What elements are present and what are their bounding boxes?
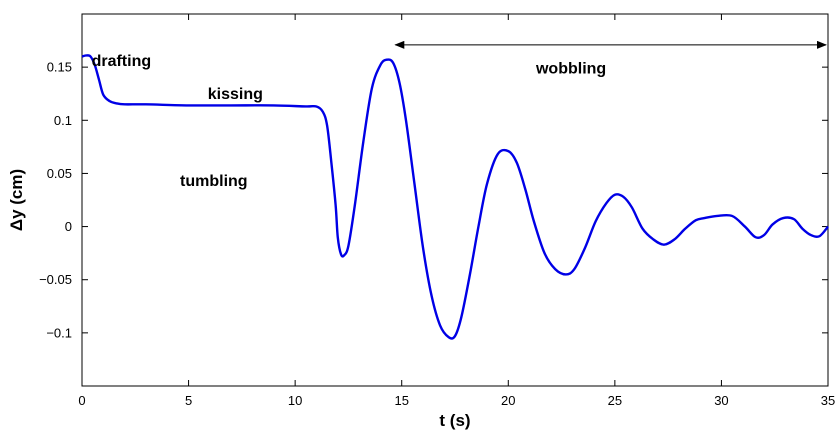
x-axis-title: t (s) (439, 411, 470, 430)
y-tick-label: 0.15 (47, 60, 72, 75)
x-tick-label: 10 (288, 393, 302, 408)
plot-frame (81, 13, 829, 387)
y-tick-label: −0.05 (39, 272, 72, 287)
x-tick-label: 0 (78, 393, 85, 408)
annotation-label: wobbling (535, 61, 606, 78)
y-tick-label: 0 (65, 219, 72, 234)
series-line (81, 54, 829, 340)
annotation-label: tumbling (180, 173, 248, 190)
axis-ticks: 0 5 10 15 20 25 30 35 −0.1 −0.05 0 0.05 0.1 0.15 (39, 14, 835, 408)
annotation-label: kissing (208, 86, 263, 103)
annotation-label: drafting (92, 53, 152, 70)
x-tick-label: 25 (608, 393, 622, 408)
y-tick-label: 0.1 (54, 113, 72, 128)
y-axis-title: Δy (cm) (7, 169, 26, 231)
annotations-layer: drafting kissing tumbling wobbling (92, 40, 827, 190)
x-tick-label: 30 (714, 393, 728, 408)
y-tick-label: −0.1 (46, 325, 72, 340)
series-layer (81, 54, 829, 340)
x-tick-label: 20 (501, 393, 515, 408)
y-tick-label: 0.05 (47, 166, 72, 181)
x-tick-label: 35 (821, 393, 835, 408)
x-tick-label: 15 (394, 393, 408, 408)
x-tick-label: 5 (185, 393, 192, 408)
